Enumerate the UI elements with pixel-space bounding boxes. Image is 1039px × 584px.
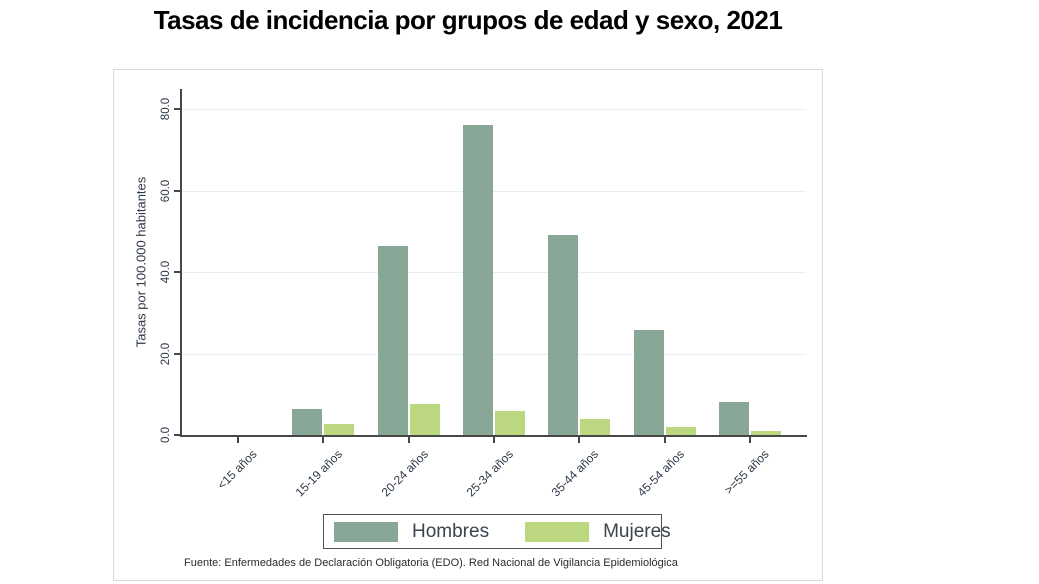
x-tick (237, 437, 239, 443)
gridline (182, 109, 806, 110)
gridline (182, 272, 806, 273)
y-axis-title: Tasas por 100.000 habitantes (133, 176, 149, 348)
y-tick (174, 434, 181, 436)
gridline (182, 354, 806, 355)
x-tick (749, 437, 751, 443)
bar-mujeres (410, 404, 440, 435)
y-tick-label: 40.0 (160, 260, 172, 284)
bar-hombres (634, 330, 664, 435)
x-tick (322, 437, 324, 443)
x-tick-label: 25-34 años (463, 447, 516, 500)
bar-mujeres (751, 431, 781, 435)
y-axis-line (180, 89, 182, 437)
x-tick (578, 437, 580, 443)
bar-hombres (292, 409, 322, 435)
chart-title: Tasas de incidencia por grupos de edad y… (153, 5, 783, 35)
bar-mujeres (666, 427, 696, 435)
y-tick-label: 20.0 (160, 342, 172, 366)
legend-swatch-mujeres (525, 521, 590, 542)
gridline (182, 191, 806, 192)
legend-label-hombres: Hombres (412, 520, 490, 542)
x-axis-line (180, 435, 807, 437)
bar-hombres (719, 402, 749, 435)
y-tick (174, 108, 181, 110)
y-tick-label: 60.0 (160, 179, 172, 203)
bar-hombres (378, 246, 408, 435)
bar-mujeres (495, 411, 525, 435)
source-note: Fuente: Enfermedades de Declaración Obli… (184, 557, 678, 569)
x-tick-label: 35-44 años (548, 447, 601, 500)
legend-label-mujeres: Mujeres (603, 520, 671, 542)
x-tick (664, 437, 666, 443)
y-tick-label: 80.0 (160, 97, 172, 121)
bar-hombres (463, 125, 493, 435)
y-tick-label: 0.0 (160, 427, 172, 443)
y-tick (174, 271, 181, 273)
x-tick-label: 45-54 años (634, 447, 687, 500)
figure: 0.0 20.0 40.0 60.0 80.0 <15 años 15-19 años 20-… (113, 69, 823, 581)
y-tick (174, 190, 181, 192)
legend-swatch-hombres (334, 521, 398, 542)
y-tick (174, 353, 181, 355)
x-tick (408, 437, 410, 443)
x-tick-label: <15 años (214, 447, 260, 493)
bar-mujeres (324, 424, 354, 435)
x-tick-label: 20-24 años (378, 447, 431, 500)
legend: Hombres Mujeres (323, 514, 671, 549)
x-tick (493, 437, 495, 443)
x-tick-label: >=55 años (721, 447, 772, 498)
x-tick-label: 15-19 años (292, 447, 345, 500)
bar-mujeres (580, 419, 610, 435)
bar-hombres (548, 235, 578, 435)
